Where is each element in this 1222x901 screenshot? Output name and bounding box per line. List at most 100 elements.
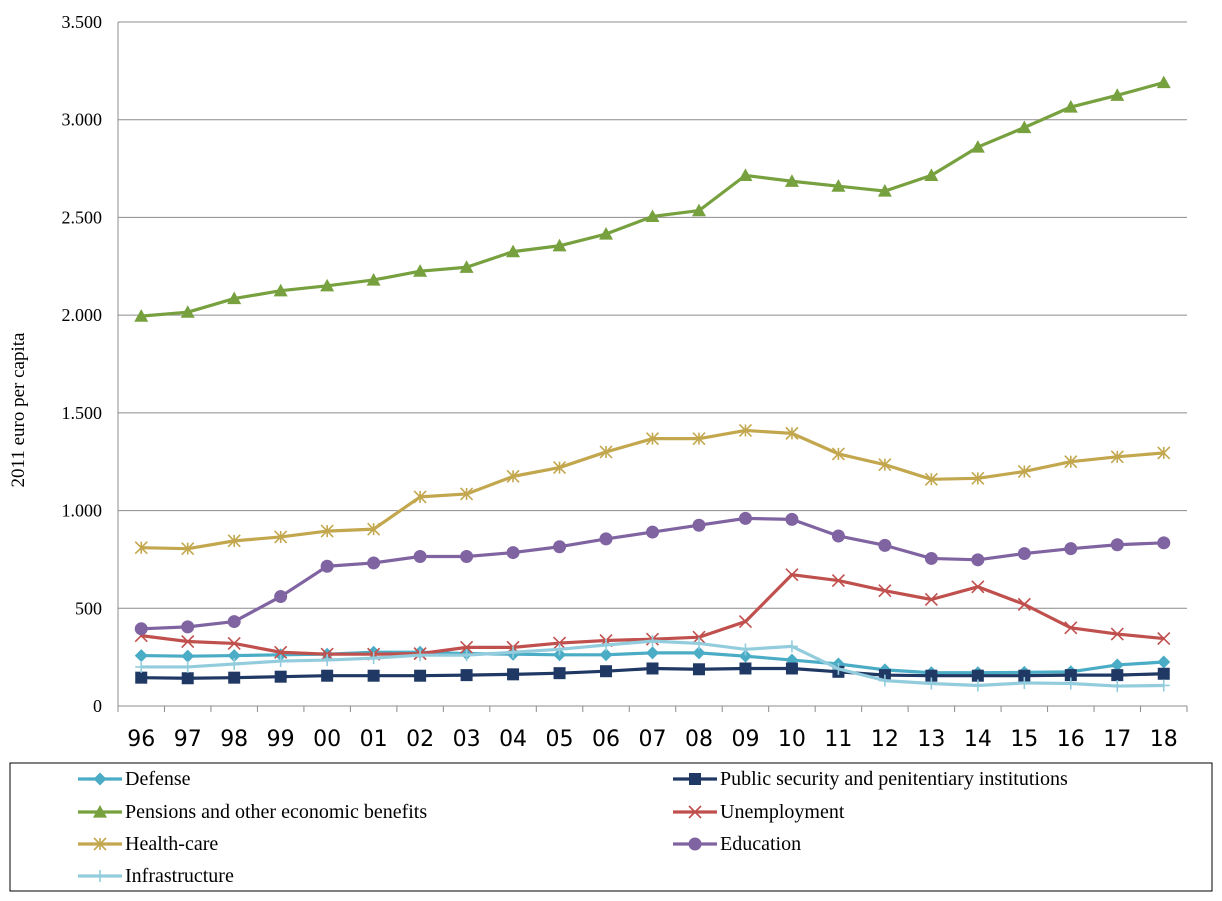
data-point <box>1110 538 1124 552</box>
legend-label: Education <box>720 833 801 855</box>
data-point <box>181 649 195 663</box>
data-point <box>691 203 706 217</box>
legend-item: Health-care <box>78 833 218 855</box>
y-tick-label: 2.500 <box>62 207 103 227</box>
data-point <box>692 518 706 532</box>
series-education <box>134 511 1171 636</box>
x-tick-label: 09 <box>731 727 759 752</box>
legend-box <box>9 762 1213 892</box>
data-point <box>688 805 702 819</box>
data-point <box>227 649 241 663</box>
data-point <box>971 553 985 567</box>
data-point <box>460 549 474 563</box>
data-point <box>321 654 334 667</box>
data-point <box>785 426 799 440</box>
data-point <box>1110 658 1124 672</box>
legend-label: Infrastructure <box>125 865 234 887</box>
data-point <box>600 639 613 652</box>
data-point <box>1157 667 1170 680</box>
x-tick-label: 15 <box>1010 727 1038 752</box>
data-point <box>413 490 427 504</box>
x-tick-label: 17 <box>1103 727 1131 752</box>
data-point <box>228 657 241 670</box>
data-point <box>599 445 613 459</box>
data-point <box>832 662 845 675</box>
data-point <box>274 645 288 659</box>
series-lines <box>134 75 1171 693</box>
legend-item: Education <box>673 833 801 855</box>
data-point <box>646 646 659 660</box>
data-point <box>1157 446 1171 460</box>
data-point <box>134 649 148 663</box>
data-point <box>274 590 288 604</box>
x-tick-label: 12 <box>871 727 899 752</box>
data-point <box>506 469 520 483</box>
data-point <box>553 643 566 656</box>
data-point <box>1064 455 1078 469</box>
data-point <box>1110 450 1124 464</box>
data-point <box>785 512 799 526</box>
y-tick-label: 1.500 <box>62 403 103 423</box>
data-point <box>134 541 148 555</box>
data-point <box>971 471 985 485</box>
x-tick-label: 11 <box>824 727 852 752</box>
data-point <box>688 837 702 851</box>
x-tick-label: 07 <box>639 727 667 752</box>
data-point <box>1017 464 1031 479</box>
data-point <box>274 530 288 544</box>
data-point <box>1156 75 1171 89</box>
data-point <box>738 423 753 438</box>
data-point <box>1111 680 1124 693</box>
data-point <box>93 805 107 818</box>
data-point <box>1157 655 1171 669</box>
data-point <box>507 646 520 659</box>
data-point <box>227 636 241 651</box>
data-point <box>320 559 334 573</box>
data-point <box>553 667 566 680</box>
data-point <box>94 870 106 882</box>
legend-item: Infrastructure <box>78 865 234 887</box>
series-infrastructure <box>135 635 1170 693</box>
data-point <box>785 640 798 653</box>
data-point <box>878 674 891 687</box>
data-point <box>971 580 985 594</box>
data-point <box>181 672 194 685</box>
data-point <box>971 679 984 692</box>
legend-label: Health-care <box>125 833 218 855</box>
data-point <box>228 671 241 684</box>
x-tick-label: 01 <box>360 727 388 752</box>
data-point <box>274 655 287 668</box>
data-point <box>646 635 659 648</box>
x-tick-label: 98 <box>220 727 248 752</box>
x-tick-label: 02 <box>406 727 434 752</box>
data-point <box>134 309 149 322</box>
x-tick-label: 16 <box>1057 727 1085 752</box>
data-point <box>831 179 846 192</box>
data-point <box>460 640 474 654</box>
data-point <box>692 663 705 676</box>
series-health-care <box>134 423 1171 556</box>
x-tick-label: 04 <box>499 727 527 752</box>
data-point <box>692 432 706 446</box>
data-point <box>227 291 242 305</box>
data-point <box>739 662 752 675</box>
y-tick-label: 1.000 <box>62 501 103 521</box>
data-point <box>692 646 706 660</box>
data-point <box>1064 677 1077 690</box>
data-point <box>181 634 195 649</box>
data-point <box>367 669 380 682</box>
data-point <box>93 837 107 851</box>
data-point <box>646 525 659 539</box>
legend-item: Pensions and other economic benefits <box>78 801 427 823</box>
legend-label: Public security and penitentiary institu… <box>720 768 1068 790</box>
data-point <box>1157 632 1171 646</box>
data-point <box>689 773 701 785</box>
data-point <box>739 643 752 656</box>
data-point <box>273 283 288 297</box>
x-tick-label: 18 <box>1150 727 1178 752</box>
data-point <box>1157 679 1170 692</box>
data-point <box>1064 621 1078 635</box>
data-point <box>320 278 335 292</box>
data-point <box>181 542 195 556</box>
